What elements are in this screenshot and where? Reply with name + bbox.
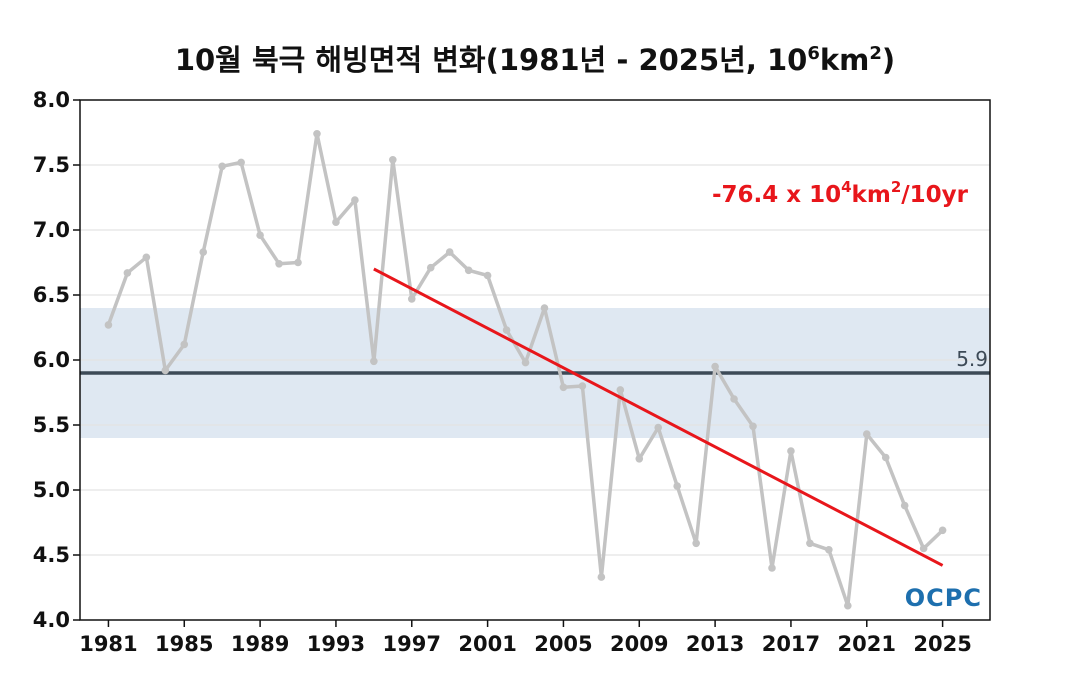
data-point bbox=[559, 383, 568, 392]
data-point bbox=[483, 271, 492, 280]
x-tick-label: 1989 bbox=[231, 632, 289, 656]
data-point bbox=[199, 248, 208, 256]
x-tick-label: 1993 bbox=[307, 632, 365, 656]
data-point bbox=[351, 196, 359, 204]
data-point bbox=[862, 430, 871, 438]
y-tick-label: 7.0 bbox=[33, 218, 70, 242]
mean-label: 5.9 bbox=[956, 347, 988, 371]
data-point bbox=[654, 423, 663, 432]
y-tick-label: 6.5 bbox=[33, 283, 70, 307]
data-point bbox=[768, 564, 776, 572]
y-tick-label: 7.5 bbox=[33, 153, 70, 177]
data-point bbox=[787, 447, 795, 455]
data-point bbox=[294, 258, 302, 267]
chart-title-sup-6: 6 bbox=[807, 43, 820, 64]
data-point bbox=[445, 248, 454, 256]
data-point bbox=[502, 326, 511, 334]
y-tick-label: 5.5 bbox=[33, 413, 70, 437]
x-tick-label: 2025 bbox=[913, 632, 971, 656]
data-point bbox=[104, 321, 113, 329]
data-point bbox=[180, 340, 189, 349]
ocpc-logo: OCPC bbox=[905, 584, 982, 612]
data-point bbox=[635, 455, 644, 463]
x-tick-label: 1997 bbox=[383, 632, 441, 656]
x-tick-label: 1985 bbox=[155, 632, 213, 656]
data-point bbox=[464, 266, 473, 275]
data-point bbox=[370, 357, 378, 366]
data-point bbox=[597, 573, 606, 581]
data-point bbox=[919, 544, 928, 553]
data-point bbox=[844, 601, 852, 610]
data-point bbox=[825, 546, 833, 554]
x-tick-label: 2013 bbox=[686, 632, 744, 656]
data-point bbox=[161, 366, 170, 375]
chart-title-main: 10월 북극 해빙면적 변화(1981년 - 2025년, 10 bbox=[175, 43, 808, 77]
data-point bbox=[426, 263, 435, 272]
data-point bbox=[256, 231, 264, 239]
y-tick-label: 6.0 bbox=[33, 348, 70, 372]
x-tick-label: 2021 bbox=[838, 632, 896, 656]
data-point bbox=[806, 539, 814, 548]
data-point bbox=[711, 362, 719, 371]
data-point bbox=[123, 269, 132, 277]
y-tick-label: 4.0 bbox=[33, 608, 70, 632]
chart-title-close: ) bbox=[882, 43, 895, 77]
data-point bbox=[237, 158, 245, 167]
plot-area: 4.0 4.5 5.0 5.5 6.0 6.5 7.0 7.5 8.0 1981 1985 1989 1… bbox=[33, 88, 991, 656]
data-point bbox=[578, 382, 587, 390]
data-point bbox=[692, 539, 700, 548]
data-point bbox=[142, 253, 151, 262]
y-tick-label: 5.0 bbox=[33, 478, 70, 502]
data-point bbox=[938, 526, 947, 535]
data-point bbox=[275, 260, 283, 268]
x-tick-label: 2001 bbox=[458, 632, 516, 656]
chart-title: 10월 북극 해빙면적 변화(1981년 - 2025년, 106km2) bbox=[175, 43, 895, 77]
data-point bbox=[540, 304, 549, 312]
data-point bbox=[900, 501, 909, 510]
data-point bbox=[616, 386, 625, 394]
data-point bbox=[881, 453, 890, 462]
x-tick-label: 2009 bbox=[610, 632, 668, 656]
data-point bbox=[218, 162, 226, 171]
x-tick-label: 2005 bbox=[534, 632, 592, 656]
y-tick-label: 8.0 bbox=[33, 88, 70, 112]
data-point bbox=[313, 130, 321, 138]
data-point bbox=[389, 156, 397, 164]
data-point bbox=[332, 218, 340, 226]
y-tick-label: 4.5 bbox=[33, 543, 70, 567]
plot-frame bbox=[79, 99, 991, 621]
trend-line bbox=[373, 267, 944, 567]
data-point bbox=[730, 395, 738, 403]
x-tick-label: 1981 bbox=[79, 632, 137, 656]
data-point bbox=[673, 482, 681, 490]
data-point bbox=[407, 295, 416, 303]
chart-title-km: km bbox=[820, 43, 870, 77]
data-point bbox=[749, 422, 757, 431]
data-point bbox=[521, 358, 530, 367]
trend-label: -76.4 x 104km2/10yr bbox=[712, 178, 969, 208]
x-tick-label: 2017 bbox=[762, 632, 820, 656]
chart-title-sup-2: 2 bbox=[869, 43, 882, 64]
